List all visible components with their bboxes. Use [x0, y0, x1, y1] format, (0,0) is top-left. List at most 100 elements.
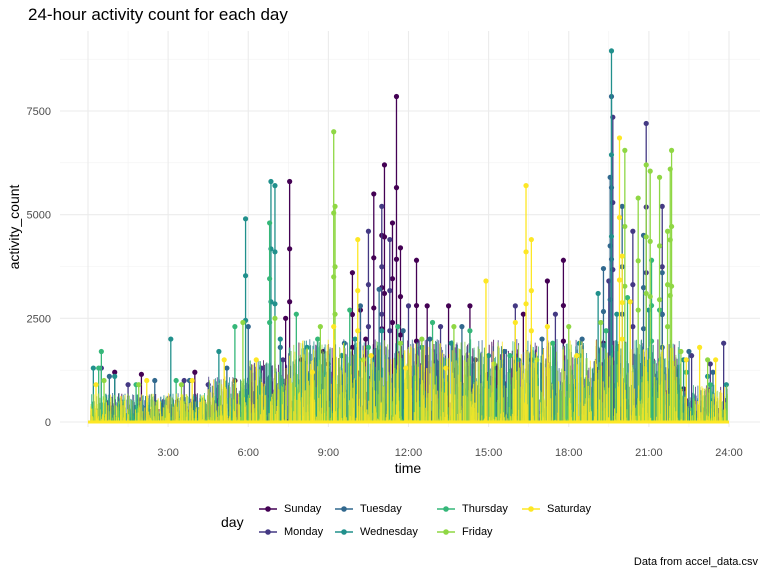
peak-point: [272, 301, 278, 307]
peak-point: [705, 357, 711, 363]
peak-point: [486, 353, 492, 359]
peak-point: [574, 353, 580, 359]
peak-point: [138, 371, 145, 377]
peak-point: [242, 273, 249, 279]
legend-key: [259, 506, 277, 512]
peak-point: [664, 282, 671, 288]
peak-point: [528, 236, 534, 243]
peak-point: [544, 324, 550, 330]
peak-point: [272, 183, 278, 189]
chart-title: 24-hour activity count for each day: [28, 5, 288, 24]
peak-point: [413, 302, 420, 309]
y-tick-label: 7500: [27, 106, 51, 118]
peak-point: [224, 365, 230, 371]
peak-point: [515, 357, 521, 363]
peak-point: [355, 288, 361, 294]
peak-point: [216, 348, 222, 355]
peak-point: [332, 203, 338, 209]
peak-point: [371, 191, 377, 197]
chart-caption: Data from accel_data.csv: [633, 556, 758, 568]
peak-point: [280, 357, 286, 363]
peak-point: [523, 249, 529, 255]
peak-point: [371, 305, 377, 311]
legend-key: [522, 506, 540, 512]
peak-point: [349, 270, 356, 276]
peak-point: [393, 93, 400, 100]
peak-point: [697, 344, 703, 350]
peak-point: [560, 257, 567, 263]
peak-point: [616, 277, 623, 283]
peak-point: [656, 174, 663, 180]
peak-point: [459, 324, 465, 330]
peak-point: [512, 303, 518, 309]
peak-point: [287, 178, 293, 185]
peak-point: [400, 328, 406, 334]
peak-point: [331, 129, 337, 135]
peak-point: [315, 336, 321, 342]
peak-point: [272, 249, 278, 255]
x-tick-label: 24:00: [715, 447, 743, 459]
peak-point: [544, 278, 550, 284]
peak-point: [277, 336, 283, 342]
peak-point: [713, 357, 719, 363]
peak-point: [710, 369, 716, 375]
peak-point: [619, 203, 625, 209]
peak-point: [579, 336, 585, 342]
peak-point: [619, 336, 625, 342]
peak-point: [365, 282, 372, 288]
peak-point: [550, 340, 556, 346]
peak-point: [608, 233, 615, 240]
peak-point: [619, 253, 625, 259]
peak-point: [371, 255, 377, 261]
peak-point: [443, 365, 449, 371]
peak-point: [365, 344, 372, 350]
legend-key-point: [443, 506, 449, 512]
peak-point: [640, 285, 647, 291]
peak-point: [387, 328, 393, 334]
peak-point: [668, 283, 675, 289]
legend-key-point: [341, 529, 347, 535]
peak-point: [608, 152, 615, 158]
peak-point: [595, 290, 601, 297]
peak-point: [707, 361, 713, 367]
peak-point: [656, 243, 663, 249]
peak-point: [659, 203, 665, 209]
peak-point: [635, 258, 641, 264]
peak-point: [721, 340, 727, 346]
series-saturday: [90, 135, 727, 422]
peak-point: [643, 290, 649, 297]
legend-key-point: [265, 529, 271, 535]
x-axis-title: time: [395, 460, 422, 476]
peak-point: [347, 307, 353, 313]
peak-point: [560, 338, 567, 344]
peak-point: [614, 311, 620, 317]
peak-point: [502, 348, 508, 355]
x-tick-label: 9:00: [318, 447, 339, 459]
peak-point: [624, 295, 631, 301]
peak-point: [112, 373, 118, 379]
peak-point: [125, 382, 131, 388]
x-tick-label: 15:00: [475, 447, 503, 459]
peak-point: [419, 336, 425, 342]
peak-point: [381, 162, 388, 168]
peak-point: [552, 311, 558, 317]
peak-point: [242, 216, 249, 222]
peak-point: [491, 361, 497, 367]
peak-point: [178, 382, 185, 388]
peak-point: [365, 228, 372, 234]
peak-point: [96, 365, 102, 371]
peak-point: [600, 308, 607, 315]
y-tick-label: 5000: [27, 210, 51, 222]
peak-point: [467, 303, 473, 309]
peak-point: [349, 311, 356, 318]
peak-point: [616, 214, 623, 221]
peak-point: [397, 340, 404, 346]
legend-key-point: [341, 506, 347, 512]
peak-point: [668, 147, 675, 153]
peak-point: [643, 120, 649, 127]
x-tick-label: 21:00: [635, 447, 663, 459]
peak-point: [520, 311, 526, 317]
peak-point: [363, 336, 369, 342]
legend-key: [335, 506, 353, 512]
peak-point: [106, 373, 112, 379]
